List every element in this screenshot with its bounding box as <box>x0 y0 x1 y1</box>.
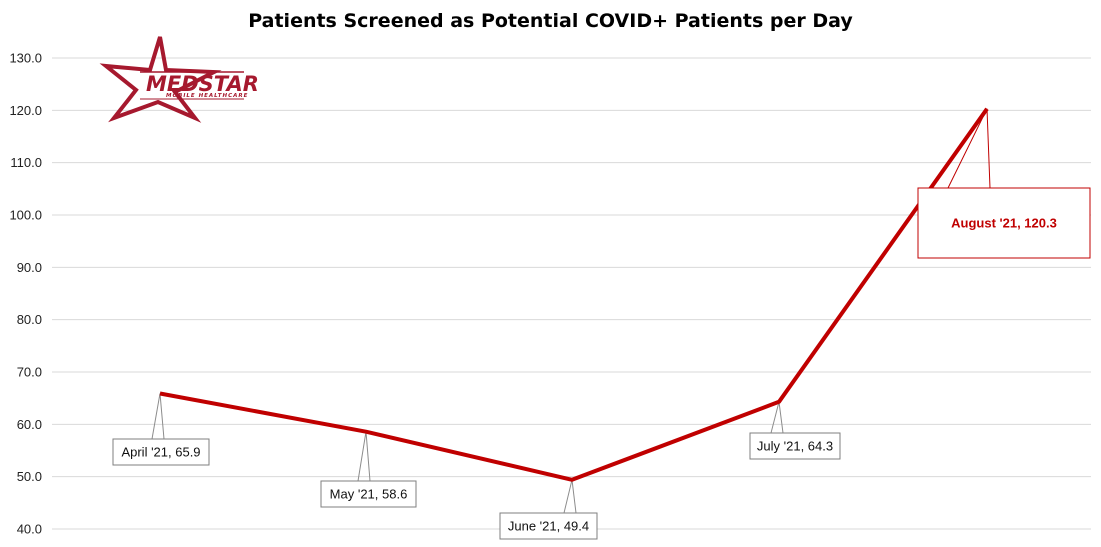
callout-leader <box>947 108 991 189</box>
data-label-text: May '21, 58.6 <box>330 487 408 502</box>
callout-leader <box>151 393 165 440</box>
callout-leaders <box>151 108 991 514</box>
y-tick-label: 100.0 <box>9 208 42 223</box>
callout-leader <box>770 401 784 434</box>
data-label-4: August '21, 120.3 <box>917 187 1091 259</box>
data-label-box <box>320 480 417 508</box>
data-label-box <box>112 438 210 466</box>
logo-subtext: MOBILE HEALTHCARE <box>166 93 248 99</box>
data-label-box <box>917 187 1091 259</box>
data-label-text: August '21, 120.3 <box>951 216 1057 231</box>
y-tick-label: 40.0 <box>17 522 42 537</box>
y-tick-label: 130.0 <box>9 51 42 66</box>
callout-leader <box>357 431 371 482</box>
y-axis: 40.0 50.0 60.0 70.0 80.0 90.0 100.0 110.0 120.0 1… <box>9 51 42 537</box>
data-label-box <box>499 512 598 540</box>
data-label-0: April '21, 65.9 <box>112 438 210 466</box>
data-label-2: June '21, 49.4 <box>499 512 598 540</box>
data-label-box <box>749 432 841 460</box>
chart-title: Patients Screened as Potential COVID+ Pa… <box>248 10 853 32</box>
data-label-text: July '21, 64.3 <box>757 439 833 454</box>
y-tick-label: 70.0 <box>17 365 42 380</box>
data-label-3: July '21, 64.3 <box>749 432 841 460</box>
data-labels: April '21, 65.9 May '21, 58.6 June '21, 49… <box>112 187 1091 540</box>
medstar-logo: MEDSTAR MOBILE HEALTHCARE <box>99 36 259 123</box>
y-tick-label: 60.0 <box>17 417 42 432</box>
y-tick-label: 80.0 <box>17 312 42 327</box>
callout-leader <box>563 479 577 514</box>
y-tick-label: 120.0 <box>9 103 42 118</box>
y-tick-label: 50.0 <box>17 469 42 484</box>
data-label-text: June '21, 49.4 <box>508 519 589 534</box>
logo-wordmark: MEDSTAR <box>146 72 259 96</box>
data-label-1: May '21, 58.6 <box>320 480 417 508</box>
y-tick-label: 110.0 <box>10 155 42 170</box>
data-label-text: April '21, 65.9 <box>121 445 200 460</box>
y-tick-label: 90.0 <box>17 260 42 275</box>
series-line <box>159 107 989 482</box>
